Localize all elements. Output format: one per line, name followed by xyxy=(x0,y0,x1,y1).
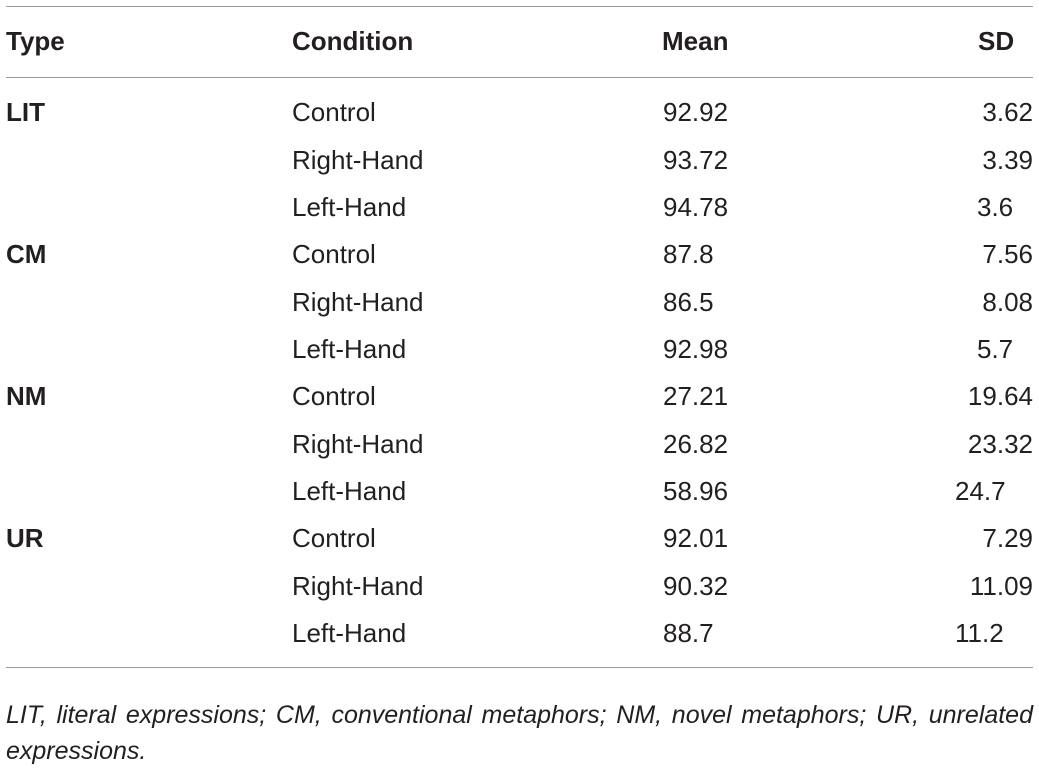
cell-mean: 90.32 xyxy=(663,571,729,601)
cell-sd: 23.32 xyxy=(967,429,1033,459)
cell-mean: 26.82 xyxy=(663,429,729,459)
table-row: Left-Hand 92.98 5.7 xyxy=(0,334,1039,381)
table-header-rule xyxy=(6,77,1033,78)
cell-mean: 87.8 xyxy=(663,239,714,269)
cell-mean: 94.78 xyxy=(663,192,729,222)
header-type: Type xyxy=(6,26,65,56)
cell-mean: 58.96 xyxy=(663,476,729,506)
cell-condition: Control xyxy=(292,381,376,411)
cell-condition: Right-Hand xyxy=(292,429,424,459)
cell-sd: 19.64 xyxy=(967,381,1033,411)
cell-mean: 92.01 xyxy=(663,523,729,553)
cell-condition: Control xyxy=(292,523,376,553)
table-row: Left-Hand 88.7 11.2 xyxy=(0,618,1039,665)
cell-type: LIT xyxy=(6,97,45,127)
cell-sd: 8.08 xyxy=(982,287,1033,317)
table-row: NM Control 27.21 19.64 xyxy=(0,381,1039,428)
cell-condition: Right-Hand xyxy=(292,145,424,175)
table-row: Right-Hand 86.5 8.08 xyxy=(0,287,1039,334)
cell-condition: Left-Hand xyxy=(292,476,407,506)
cell-condition: Left-Hand xyxy=(292,192,407,222)
cell-sd: 7.29 xyxy=(982,523,1033,553)
cell-condition: Right-Hand xyxy=(292,287,424,317)
cell-mean: 27.21 xyxy=(663,381,729,411)
table-footnote: LIT, literal expressions; CM, convention… xyxy=(6,701,1033,765)
cell-sd: 5.7 xyxy=(977,334,1014,364)
cell-sd: 11.2 xyxy=(955,618,1004,648)
table-bottom-rule xyxy=(6,667,1033,668)
cell-mean: 86.5 xyxy=(663,287,714,317)
table-row: Right-Hand 93.72 3.39 xyxy=(0,145,1039,192)
cell-type: UR xyxy=(6,523,44,553)
cell-condition: Left-Hand xyxy=(292,334,407,364)
cell-condition: Right-Hand xyxy=(292,571,424,601)
cell-sd: 3.39 xyxy=(982,145,1033,175)
cell-sd: 3.6 xyxy=(977,192,1014,222)
table-top-rule xyxy=(6,6,1033,7)
cell-mean: 93.72 xyxy=(663,145,729,175)
cell-sd: 7.56 xyxy=(982,239,1033,269)
cell-type: CM xyxy=(6,239,47,269)
table-row: Right-Hand 90.32 11.09 xyxy=(0,571,1039,618)
header-sd: SD xyxy=(978,26,1015,56)
cell-sd: 24.7 xyxy=(955,476,1006,506)
table-row: Right-Hand 26.82 23.32 xyxy=(0,429,1039,476)
header-mean: Mean xyxy=(662,26,729,56)
table-row: Left-Hand 94.78 3.6 xyxy=(0,192,1039,239)
cell-mean: 92.92 xyxy=(663,97,729,127)
table-row: CM Control 87.8 7.56 xyxy=(0,239,1039,286)
cell-condition: Control xyxy=(292,239,376,269)
cell-sd: 3.62 xyxy=(982,97,1033,127)
table-row: UR Control 92.01 7.29 xyxy=(0,523,1039,570)
cell-type: NM xyxy=(6,381,47,411)
cell-condition: Control xyxy=(292,97,376,127)
cell-mean: 92.98 xyxy=(663,334,729,364)
table-row: LIT Control 92.92 3.62 xyxy=(0,97,1039,144)
table-row: Left-Hand 58.96 24.7 xyxy=(0,476,1039,523)
cell-condition: Left-Hand xyxy=(292,618,407,648)
cell-mean: 88.7 xyxy=(663,618,714,648)
cell-sd: 11.09 xyxy=(969,571,1033,601)
header-condition: Condition xyxy=(292,26,414,56)
